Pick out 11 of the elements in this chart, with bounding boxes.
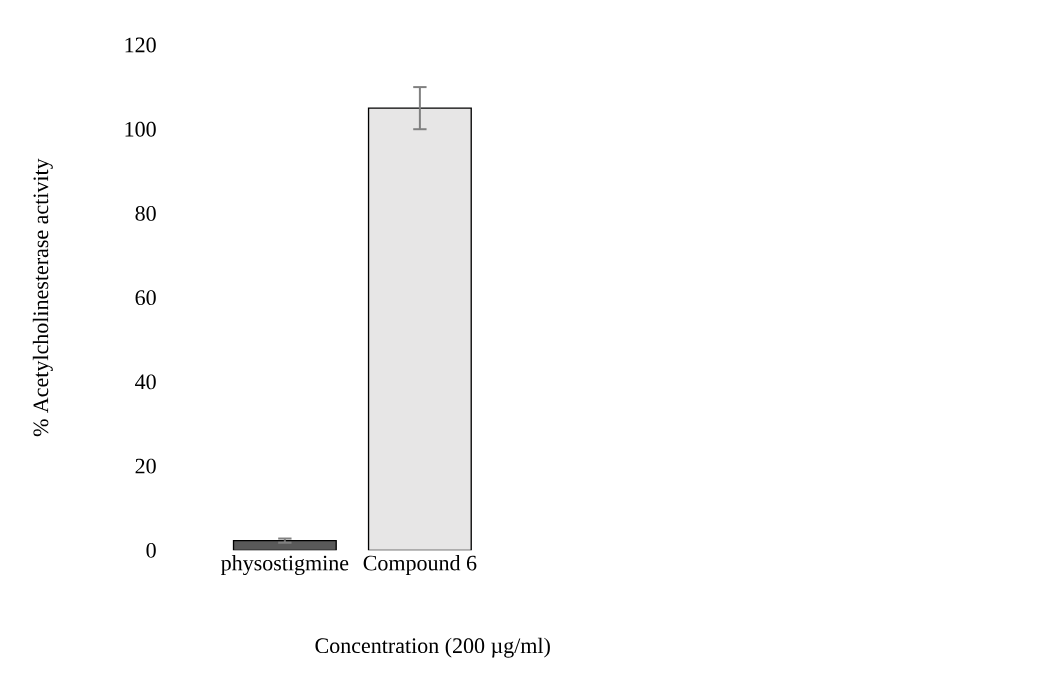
y-tick-label: 20 — [135, 458, 156, 474]
x-tick-label: Compound 6 — [363, 555, 477, 575]
y-tick-label: 40 — [135, 374, 156, 390]
x-axis-title: Concentration (200 µg/ml) — [315, 637, 550, 658]
y-tick-label: 60 — [135, 290, 156, 306]
y-tick-label: 0 — [146, 542, 156, 558]
x-tick-label: physostigmine — [221, 555, 349, 576]
y-tick-label: 80 — [135, 206, 156, 221]
y-tick-label: 120 — [125, 37, 156, 53]
y-tick-label: 100 — [125, 121, 156, 137]
y-axis-title: % Acetylcholinesterase activity — [32, 158, 53, 437]
